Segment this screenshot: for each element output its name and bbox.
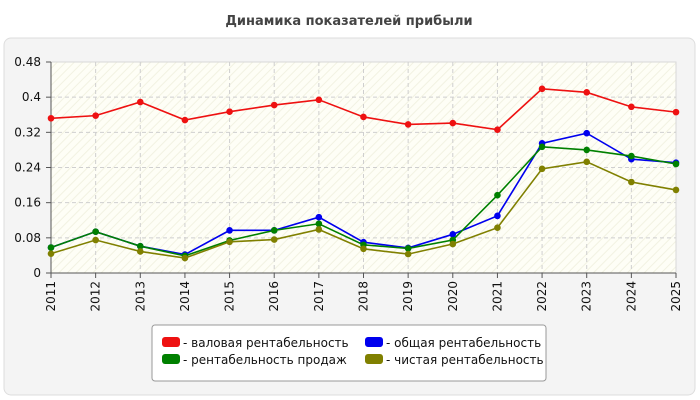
data-point xyxy=(494,224,501,232)
x-tick-label: 2012 xyxy=(89,281,103,312)
data-point xyxy=(583,129,591,137)
data-point xyxy=(270,227,278,234)
legend-swatch xyxy=(365,337,383,347)
data-point xyxy=(672,160,680,168)
x-tick-label: 2022 xyxy=(535,281,549,312)
data-point xyxy=(47,114,55,122)
series-0 xyxy=(47,85,680,133)
x-tick-label: 2014 xyxy=(178,281,192,312)
data-point xyxy=(538,143,546,151)
series-layer xyxy=(47,85,680,262)
data-point xyxy=(538,85,546,93)
data-point xyxy=(449,231,457,238)
data-point xyxy=(136,248,144,255)
data-point xyxy=(270,236,278,243)
x-tick-label: 2018 xyxy=(357,281,371,312)
chart-title: Динамика показателей прибыли xyxy=(225,14,472,29)
y-tick-label: 0.32 xyxy=(14,125,41,139)
legend-label: - рентабельность продаж xyxy=(183,353,347,367)
data-point xyxy=(404,250,412,258)
data-point xyxy=(404,245,412,252)
x-tick-label: 2015 xyxy=(223,281,237,312)
data-point xyxy=(315,220,323,228)
y-tick-label: 0 xyxy=(33,266,41,280)
data-point xyxy=(583,146,591,154)
legend-item: - рентабельность продаж xyxy=(162,353,347,367)
legend-swatch xyxy=(162,354,180,364)
legend-item: - общая рентабельность xyxy=(365,336,541,350)
legend-label: - общая рентабельность xyxy=(386,336,541,350)
data-point xyxy=(360,113,367,121)
data-point xyxy=(672,186,680,194)
data-point xyxy=(449,240,457,248)
data-point xyxy=(315,96,323,104)
data-point xyxy=(226,227,233,234)
x-tick-label: 2023 xyxy=(580,281,594,312)
x-tick-label: 2020 xyxy=(446,281,460,312)
data-point xyxy=(136,242,144,250)
y-tick-label: 0.24 xyxy=(14,161,41,175)
y-tick-label: 0.48 xyxy=(14,55,41,69)
legend-swatch xyxy=(162,337,180,347)
series-3 xyxy=(47,158,680,262)
data-point xyxy=(404,121,412,128)
data-point xyxy=(628,103,635,111)
y-tick-label: 0.4 xyxy=(22,90,41,104)
data-point xyxy=(47,244,55,251)
x-tick-label: 2019 xyxy=(401,281,415,312)
x-tick-label: 2021 xyxy=(490,281,504,312)
legend-item: - чистая рентабельность xyxy=(365,353,544,367)
data-point xyxy=(315,226,323,233)
data-point xyxy=(672,108,680,116)
data-point xyxy=(315,213,323,221)
legend-swatch xyxy=(365,354,383,364)
x-tick-label: 2016 xyxy=(267,281,281,312)
axes: 0 0.08 0.16 0.24 0.32 0.4 0.48 2011 2012 2013 2014… xyxy=(14,55,683,312)
legend-box xyxy=(151,324,547,382)
x-tick-label: 2011 xyxy=(44,281,58,312)
data-point xyxy=(136,98,144,106)
data-point xyxy=(628,152,635,160)
x-tick-label: 2017 xyxy=(312,281,326,312)
data-point xyxy=(181,254,189,262)
legend-label: - чистая рентабельность xyxy=(386,353,544,367)
y-tick-label: 0.08 xyxy=(14,231,41,245)
data-point xyxy=(449,119,457,127)
data-point xyxy=(583,158,591,166)
data-point xyxy=(628,178,635,186)
y-tick-label: 0.16 xyxy=(14,196,41,210)
legend: - валовая рентабельность - общая рентабел… xyxy=(151,324,547,382)
data-point xyxy=(538,165,546,173)
legend-item: - валовая рентабельность xyxy=(162,336,349,350)
data-point xyxy=(360,245,367,253)
data-point xyxy=(92,228,99,235)
x-tick-label: 2024 xyxy=(624,281,638,312)
data-point xyxy=(270,101,278,109)
data-point xyxy=(494,212,501,220)
data-point xyxy=(226,108,233,115)
data-point xyxy=(494,191,501,199)
data-point xyxy=(494,126,501,133)
x-tick-label: 2013 xyxy=(133,281,147,312)
data-point xyxy=(92,236,99,244)
legend-label: - валовая рентабельность xyxy=(183,336,349,350)
x-tick-label: 2025 xyxy=(669,281,683,312)
data-point xyxy=(92,112,99,119)
data-point xyxy=(583,89,591,96)
data-point xyxy=(226,238,233,246)
data-point xyxy=(181,116,189,124)
data-point xyxy=(47,250,55,257)
